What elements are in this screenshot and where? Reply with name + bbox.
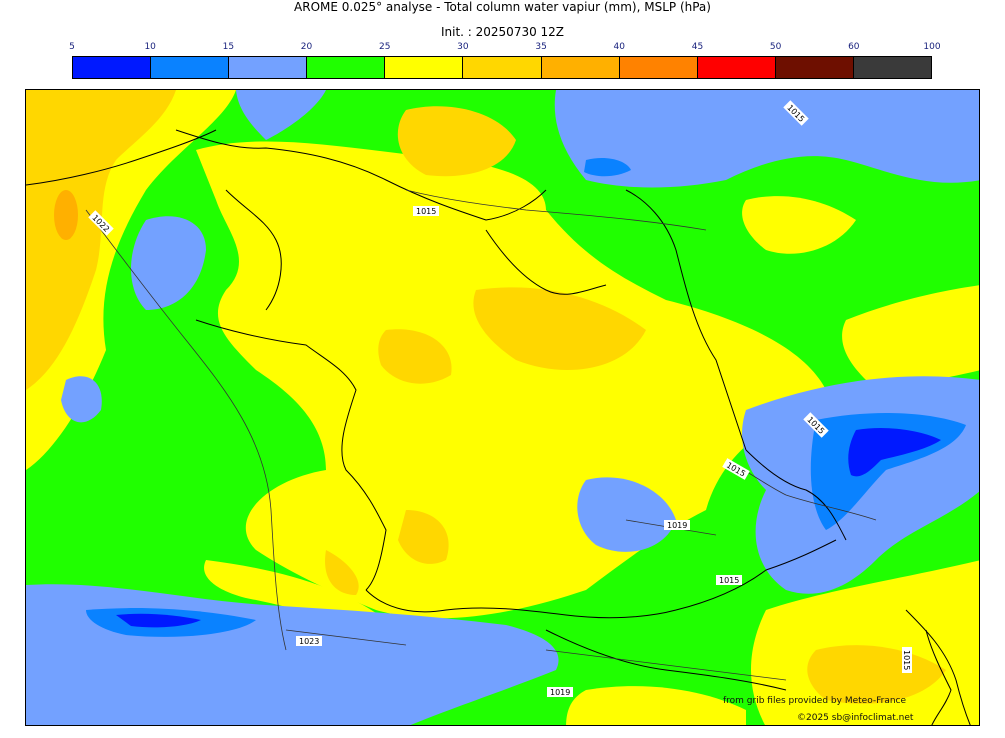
colorbar-segment [775,57,854,78]
isobar-label: 1015 [416,207,436,216]
gold-region-north [473,287,646,370]
colorbar-tick-label: 10 [144,42,156,52]
gold-region-bay [325,550,359,595]
lightblue-region-massif [577,477,676,552]
isobar-label: 1019 [550,688,570,697]
copyright-credit: ©2025 sb@infoclimat.net [797,713,914,723]
isobar-label: 1019 [667,521,687,530]
lightblue-region-north [554,90,979,188]
source-credit: from grib files provided by Meteo-France [723,696,907,706]
colorbar [72,56,932,79]
colorbar-segment [307,57,386,78]
colorbar-tick-label: 40 [613,42,625,52]
colorbar-tick-label: 45 [691,42,704,52]
weather-map: 1015 1022 1015 1015 1015 1019 1015 1023 … [25,89,980,726]
colorbar-tick-label: 25 [378,42,391,52]
coastlines [26,129,971,725]
yellow-region-east [842,285,979,385]
blue-region-uk-dark [584,158,631,177]
gold-region-atlantic [26,90,176,390]
colorbar-segment [541,57,620,78]
orange-spot-atlantic [54,190,78,240]
colorbar-tick-label: 100 [923,42,941,52]
colorbar-segment [853,57,932,78]
colorbar-segment [619,57,698,78]
yellow-region-med2 [566,686,746,725]
colorbar-tick-label: 60 [848,42,860,52]
colorbar-tick-label: 20 [300,42,313,52]
gold-region-center [378,329,452,384]
yellow-region-south [204,560,386,623]
darkblue-region-pyrenees [116,613,201,628]
yellow-region-nw [742,196,856,254]
colorbar-tick-label: 30 [457,42,469,52]
lightblue-region-brittany-sea [131,216,206,310]
init-time: Init. : 20250730 12Z [440,25,565,39]
darkblue-region-alps [848,428,941,477]
colorbar-segment [73,57,152,78]
yellow-region-france [196,141,826,619]
gold-region-channel [397,106,516,177]
isobar-label: 1023 [299,637,319,646]
map-title: AROME 0.025° analyse - Total column wate… [294,0,711,14]
colorbar-segment [463,57,542,78]
lightblue-region-atlantic [61,376,102,423]
colorbar-tick-label: 35 [535,42,547,52]
isobar-label: 1015 [719,576,739,585]
lightblue-region-uk [236,90,326,140]
colorbar-tick-label: 50 [769,42,782,52]
colorbar-segment [697,57,776,78]
colorbar-tick-label: 15 [222,42,235,52]
isobar-label: 1015 [902,650,911,670]
colorbar-tick-label: 5 [69,42,75,52]
gold-region-sw [398,510,449,564]
map-svg: 1015 1022 1015 1015 1015 1019 1015 1023 … [26,90,979,725]
colorbar-segment [385,57,464,78]
colorbar-segment [229,57,308,78]
colorbar-segment [151,57,230,78]
